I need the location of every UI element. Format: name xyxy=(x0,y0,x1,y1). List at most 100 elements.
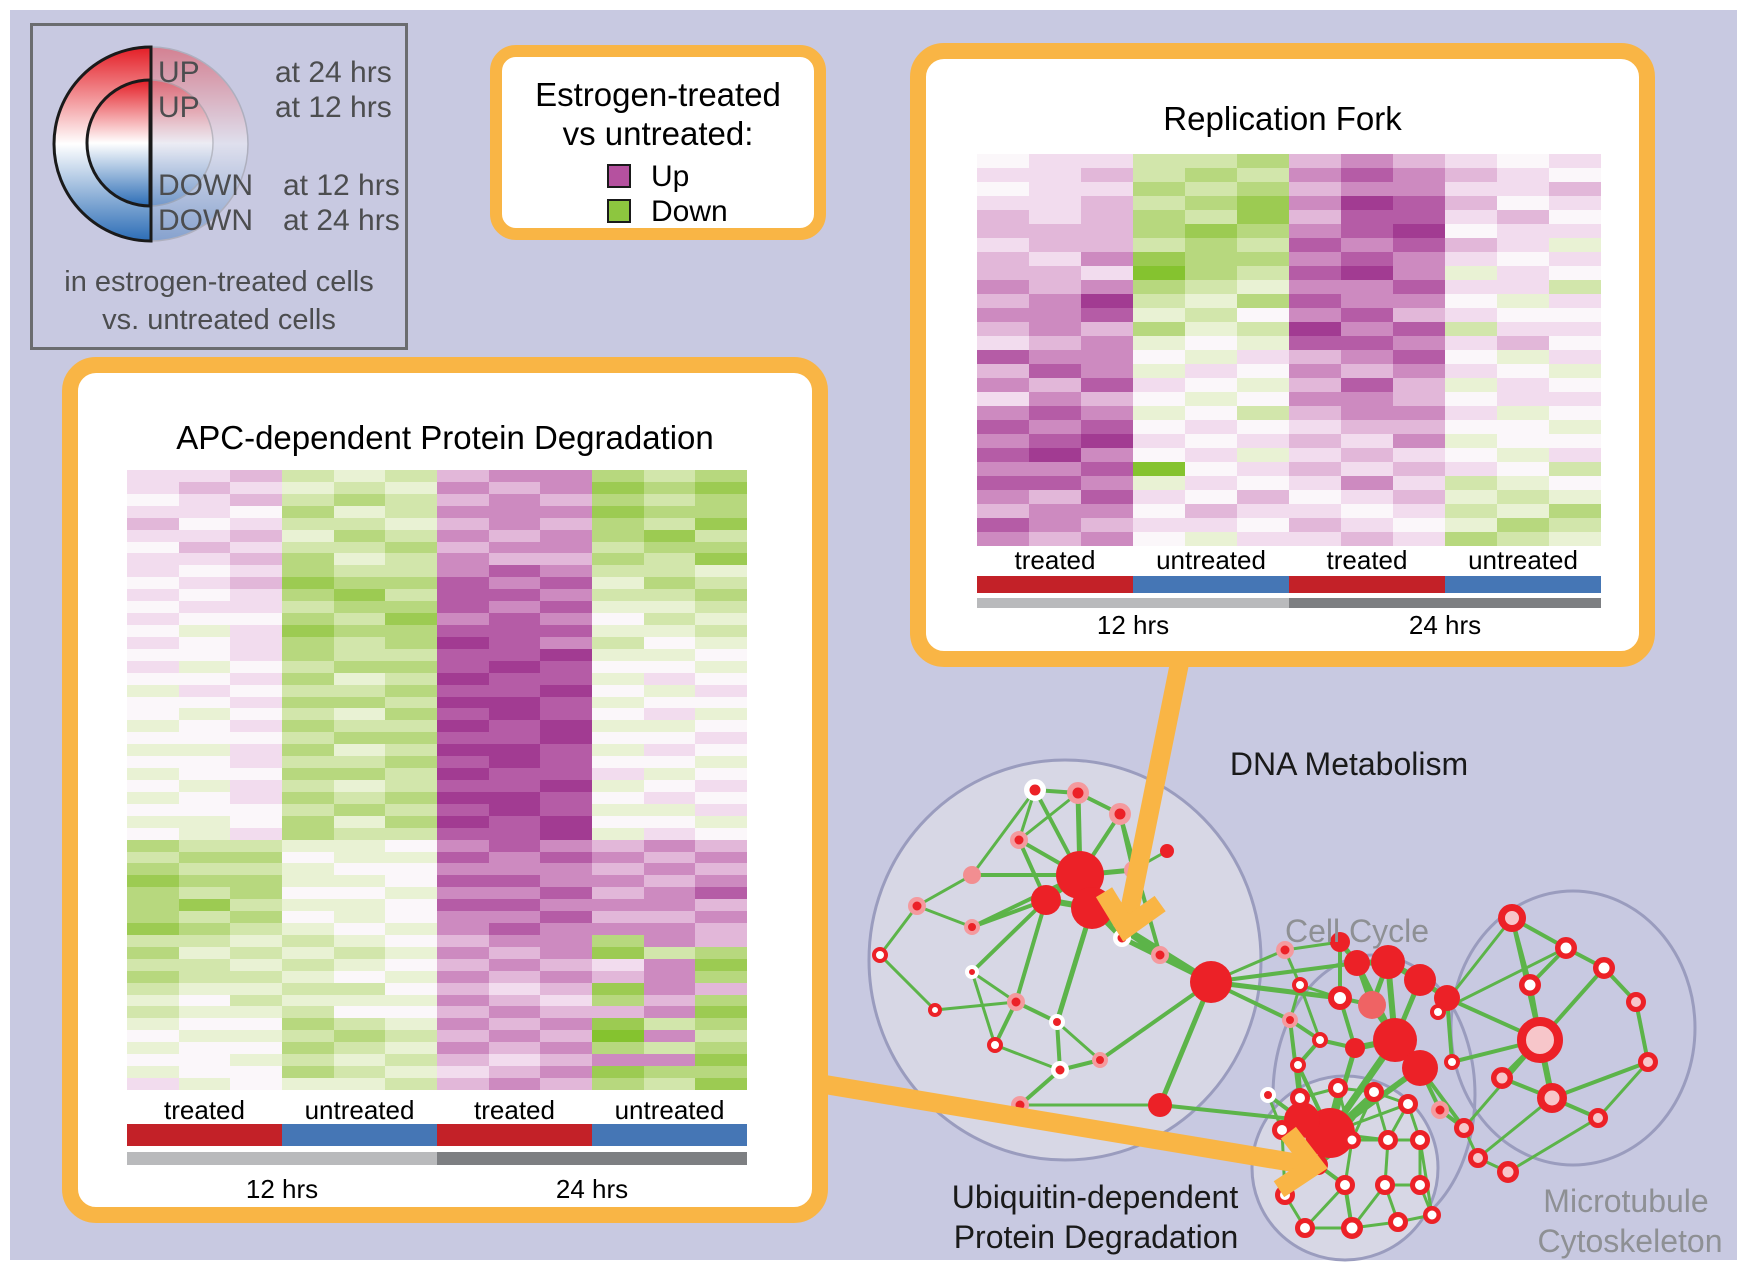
heatmap-cell xyxy=(1549,448,1601,462)
heatmap-cell xyxy=(230,875,283,888)
heatmap-row xyxy=(977,322,1601,336)
heatmap-cell xyxy=(127,970,179,983)
heatmap-cell xyxy=(540,779,593,792)
heatmap-cell xyxy=(488,768,541,780)
heatmap-row xyxy=(977,196,1601,210)
heatmap-row xyxy=(127,601,748,614)
heatmap-cell xyxy=(1549,364,1601,378)
heatmap-cell xyxy=(1445,476,1497,490)
heatmap-cell xyxy=(1237,252,1289,266)
heatmap-cell xyxy=(1341,196,1393,210)
legend-caption-line1: in estrogen-treated cells xyxy=(64,266,374,298)
heatmap-cell xyxy=(1289,532,1341,546)
heatmap-row xyxy=(127,994,748,1007)
heatmap-cell xyxy=(592,982,644,995)
gene-node xyxy=(1555,937,1577,959)
heatmap-cell xyxy=(1133,392,1185,406)
heatmap-cell xyxy=(230,934,283,947)
heatmap-cell xyxy=(1029,224,1081,238)
heatmap-cell xyxy=(230,803,283,816)
heatmap-cell xyxy=(1133,182,1185,196)
heatmap-cell xyxy=(333,803,386,816)
heatmap-cell xyxy=(540,1054,593,1067)
heatmap-cell xyxy=(1341,280,1393,294)
heatmap-cell xyxy=(333,851,386,864)
heatmap-cell xyxy=(488,1066,541,1079)
heatmap-cell xyxy=(592,1054,644,1067)
heatmap-cell xyxy=(178,779,231,792)
heatmap-cell xyxy=(1185,420,1237,434)
heatmap-cell xyxy=(385,994,438,1007)
heatmap-cell xyxy=(1029,336,1081,350)
heatmap-cell xyxy=(488,744,541,757)
heatmap-cell xyxy=(695,1042,748,1055)
heatmap-cell xyxy=(1497,364,1549,378)
heatmap-cell xyxy=(178,613,231,625)
heatmap-cell xyxy=(385,946,438,959)
gene-node xyxy=(1410,1130,1430,1150)
heatmap-cell xyxy=(695,1030,748,1043)
heatmap-cell xyxy=(437,911,489,924)
heatmap-cell xyxy=(178,529,231,542)
heatmap-cell xyxy=(1081,308,1133,322)
heatmap-cell xyxy=(540,1018,593,1031)
heatmap-cell xyxy=(695,899,748,912)
gene-node xyxy=(1423,1206,1441,1224)
heatmap-cell xyxy=(695,911,748,924)
heatmap-cell xyxy=(178,470,231,482)
heatmap-cell xyxy=(282,636,334,649)
heatmap-cell xyxy=(1445,182,1497,196)
heatmap-cell xyxy=(437,839,489,852)
heatmap-cell xyxy=(282,589,334,602)
heatmap-cell xyxy=(282,613,334,625)
heatmap-cell xyxy=(1081,182,1133,196)
heatmap-cell xyxy=(1497,392,1549,406)
heatmap-cell xyxy=(488,827,541,840)
heatmap-cell xyxy=(540,875,593,888)
heatmap-cell xyxy=(282,672,334,685)
heatmap-cell xyxy=(127,946,179,959)
heatmap-cell xyxy=(540,481,593,494)
heatmap-cell xyxy=(1549,532,1601,546)
heatmap-cell xyxy=(1497,252,1549,266)
heatmap-row xyxy=(977,504,1601,518)
heatmap-row xyxy=(977,462,1601,476)
heatmap-cell xyxy=(592,803,644,816)
heatmap-cell xyxy=(1393,406,1445,420)
heatmap-cell xyxy=(333,1054,386,1067)
heatmap-cell xyxy=(643,934,696,947)
heatmap-cell xyxy=(127,1030,179,1043)
heatmap-cell xyxy=(1289,294,1341,308)
heatmap-cell xyxy=(540,958,593,971)
heatmap-row xyxy=(127,505,748,518)
heatmap-row xyxy=(127,1066,748,1079)
heatmap-cell xyxy=(333,1018,386,1031)
heatmap-cell xyxy=(333,481,386,494)
heatmap-cell xyxy=(643,505,696,518)
heatmap-cell xyxy=(977,168,1029,182)
heatmap-cell xyxy=(488,708,541,721)
heatmap-cell xyxy=(333,934,386,947)
gene-node xyxy=(1160,844,1174,858)
heatmap-cell xyxy=(1133,350,1185,364)
heatmap-cell xyxy=(1445,504,1497,518)
heatmap-cell xyxy=(540,923,593,935)
heatmap-cell xyxy=(230,779,283,792)
heatmap-cell xyxy=(1081,224,1133,238)
heatmap-cell xyxy=(178,493,231,506)
heatmap-cell xyxy=(695,946,748,959)
heatmap-cell xyxy=(540,720,593,733)
heatmap-cell xyxy=(333,923,386,935)
heatmap-cell xyxy=(643,660,696,673)
heatmap-cell xyxy=(695,744,748,757)
heatmap-cell xyxy=(282,923,334,935)
heatmap-cell xyxy=(127,672,179,685)
heatmap-cell xyxy=(127,1006,179,1019)
heatmap-cell xyxy=(178,1030,231,1043)
network-edge xyxy=(878,905,919,956)
heatmap-cell xyxy=(1445,448,1497,462)
heatmap-cell xyxy=(695,660,748,673)
heatmap-cell xyxy=(540,994,593,1007)
heatmap-cell xyxy=(178,660,231,673)
heatmap-cell xyxy=(333,529,386,542)
